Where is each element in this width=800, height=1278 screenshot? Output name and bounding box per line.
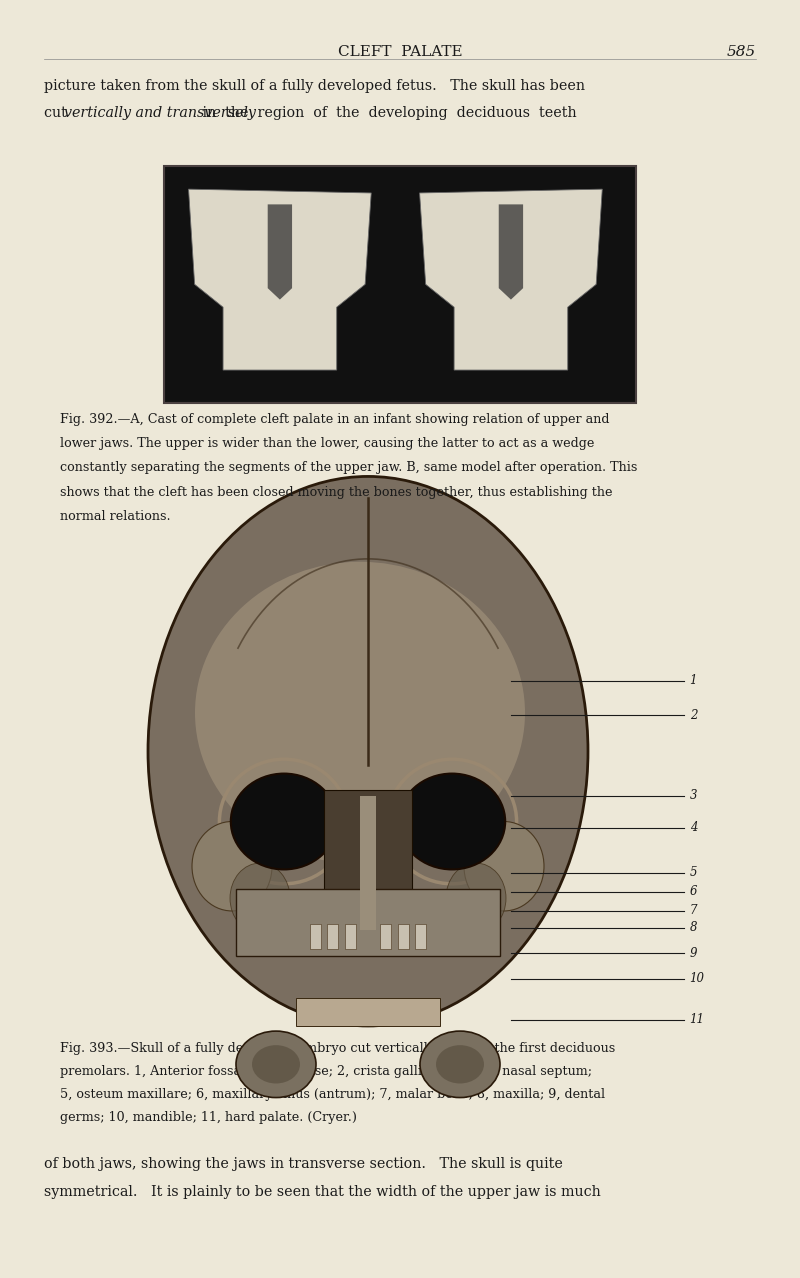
- Text: 8: 8: [690, 921, 697, 934]
- Text: vertically and transversely: vertically and transversely: [64, 106, 256, 120]
- Ellipse shape: [420, 1031, 500, 1098]
- Bar: [324, 790, 412, 937]
- Text: 585: 585: [726, 45, 756, 59]
- Bar: [310, 924, 321, 950]
- Ellipse shape: [399, 773, 506, 869]
- Text: picture taken from the skull of a fully developed fetus.   The skull has been: picture taken from the skull of a fully …: [44, 79, 585, 93]
- Polygon shape: [419, 189, 602, 371]
- Ellipse shape: [236, 1031, 316, 1098]
- Ellipse shape: [231, 773, 338, 869]
- Text: constantly separating the segments of the upper jaw. B, same model after operati: constantly separating the segments of th…: [60, 461, 638, 474]
- Text: Fig. 392.—A, Cast of complete cleft palate in an infant showing relation of uppe: Fig. 392.—A, Cast of complete cleft pala…: [60, 413, 610, 426]
- Text: 6: 6: [690, 886, 697, 898]
- Polygon shape: [268, 204, 292, 299]
- Ellipse shape: [252, 1045, 300, 1084]
- Text: symmetrical.   It is plainly to be seen that the width of the upper jaw is much: symmetrical. It is plainly to be seen th…: [44, 1185, 601, 1199]
- Bar: [236, 889, 500, 956]
- Text: 3: 3: [690, 790, 697, 803]
- Bar: [398, 924, 409, 950]
- Text: 10: 10: [690, 973, 705, 985]
- Text: germs; 10, mandible; 11, hard palate. (Cryer.): germs; 10, mandible; 11, hard palate. (C…: [60, 1111, 357, 1123]
- Bar: [164, 166, 636, 403]
- Text: 9: 9: [690, 947, 697, 960]
- Text: of both jaws, showing the jaws in transverse section.   The skull is quite: of both jaws, showing the jaws in transv…: [44, 1157, 563, 1171]
- Ellipse shape: [436, 1045, 484, 1084]
- Ellipse shape: [230, 863, 290, 933]
- Polygon shape: [189, 189, 371, 371]
- Bar: [296, 998, 440, 1026]
- Text: Fig. 393.—Skull of a fully developed embryo cut vertically through the first dec: Fig. 393.—Skull of a fully developed emb…: [60, 1042, 615, 1054]
- Ellipse shape: [446, 863, 506, 933]
- Ellipse shape: [192, 822, 272, 911]
- Text: CLEFT  PALATE: CLEFT PALATE: [338, 45, 462, 59]
- Ellipse shape: [148, 477, 588, 1026]
- Text: shows that the cleft has been closed moving the bones together, thus establishin: shows that the cleft has been closed mov…: [60, 486, 613, 498]
- Text: 1: 1: [690, 675, 697, 688]
- Ellipse shape: [464, 822, 544, 911]
- Text: lower jaws. The upper is wider than the lower, causing the latter to act as a we: lower jaws. The upper is wider than the …: [60, 437, 594, 450]
- Text: 7: 7: [690, 905, 697, 918]
- Bar: [327, 924, 338, 950]
- Text: normal relations.: normal relations.: [60, 510, 170, 523]
- Bar: [415, 924, 426, 950]
- Bar: [360, 796, 376, 930]
- Bar: [345, 924, 356, 950]
- Text: premolars. 1, Anterior fossa of brain-case; 2, crista galli; 3, orbit; 4, nasal : premolars. 1, Anterior fossa of brain-ca…: [60, 1065, 592, 1077]
- Text: 4: 4: [690, 822, 697, 835]
- Text: in  the  region  of  the  developing  deciduous  teeth: in the region of the developing deciduou…: [198, 106, 576, 120]
- Polygon shape: [498, 204, 523, 299]
- Text: 5, osteum maxillare; 6, maxillary sinus (antrum); 7, malar bone; 8, maxilla; 9, : 5, osteum maxillare; 6, maxillary sinus …: [60, 1088, 605, 1100]
- Text: 2: 2: [690, 709, 697, 722]
- Ellipse shape: [195, 562, 525, 864]
- Text: 5: 5: [690, 866, 697, 879]
- Text: 11: 11: [690, 1013, 705, 1026]
- Text: cut: cut: [44, 106, 71, 120]
- Bar: [380, 924, 391, 950]
